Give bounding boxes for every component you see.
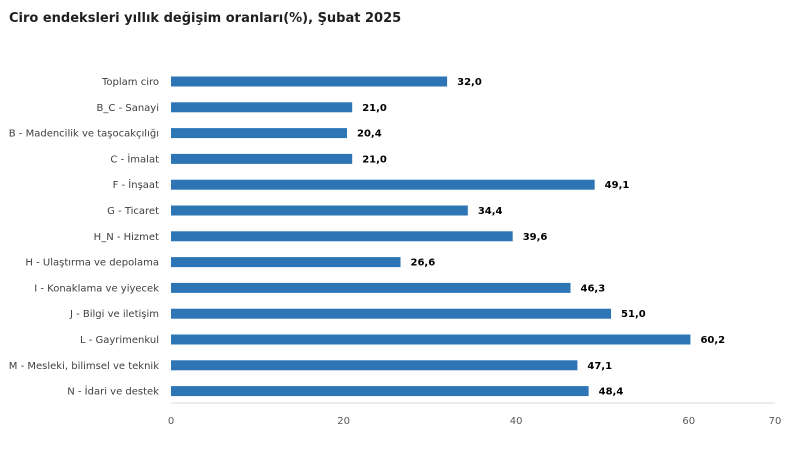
- category-label: B - Madencilik ve taşocakçılığı: [9, 128, 159, 140]
- data-label: 51,0: [621, 309, 646, 320]
- data-label: 26,6: [411, 258, 436, 269]
- bar: [171, 257, 401, 268]
- category-label: F - İnşaat: [113, 178, 159, 191]
- category-label: J - Bilgi ve iletişim: [69, 309, 159, 320]
- x-tick-label: 70: [769, 416, 782, 427]
- category-label: H - Ulaştırma ve depolama: [25, 258, 159, 269]
- x-tick-label: 60: [682, 416, 695, 427]
- category-label: N - İdari ve destek: [67, 385, 159, 398]
- bar: [171, 128, 348, 139]
- bar: [171, 205, 468, 216]
- bar: [171, 102, 353, 113]
- bar: [171, 308, 612, 319]
- category-label: Toplam ciro: [101, 77, 159, 88]
- data-label: 21,0: [362, 154, 387, 165]
- x-tick-label: 0: [168, 416, 174, 427]
- bar: [171, 282, 571, 293]
- bar: [171, 179, 595, 190]
- data-label: 39,6: [523, 232, 548, 243]
- x-tick-label: 40: [510, 416, 523, 427]
- data-label: 20,4: [357, 129, 382, 140]
- category-label: I - Konaklama ve yiyecek: [34, 283, 159, 294]
- data-label: 46,3: [581, 283, 606, 294]
- category-label: L - Gayrimenkul: [80, 335, 159, 346]
- bar: [171, 334, 691, 345]
- category-label: G - Ticaret: [107, 206, 159, 217]
- data-label: 47,1: [587, 361, 612, 372]
- category-label: M - Mesleki, bilimsel ve teknik: [9, 361, 159, 372]
- chart-title: Ciro endeksleri yıllık değişim oranları(…: [9, 11, 402, 26]
- bar: [171, 231, 513, 242]
- bar: [171, 386, 589, 397]
- bar: [171, 76, 448, 87]
- data-label: 21,0: [362, 103, 387, 114]
- category-label: H_N - Hizmet: [94, 232, 159, 243]
- category-label: C - İmalat: [110, 152, 159, 165]
- data-label: 60,2: [700, 335, 725, 346]
- bar: [171, 360, 578, 371]
- bar: [171, 153, 353, 164]
- data-label: 49,1: [605, 180, 630, 191]
- x-tick-label: 20: [337, 416, 350, 427]
- data-label: 48,4: [599, 387, 624, 398]
- data-label: 34,4: [478, 206, 503, 217]
- category-label: B_C - Sanayi: [97, 103, 159, 114]
- data-label: 32,0: [457, 77, 482, 88]
